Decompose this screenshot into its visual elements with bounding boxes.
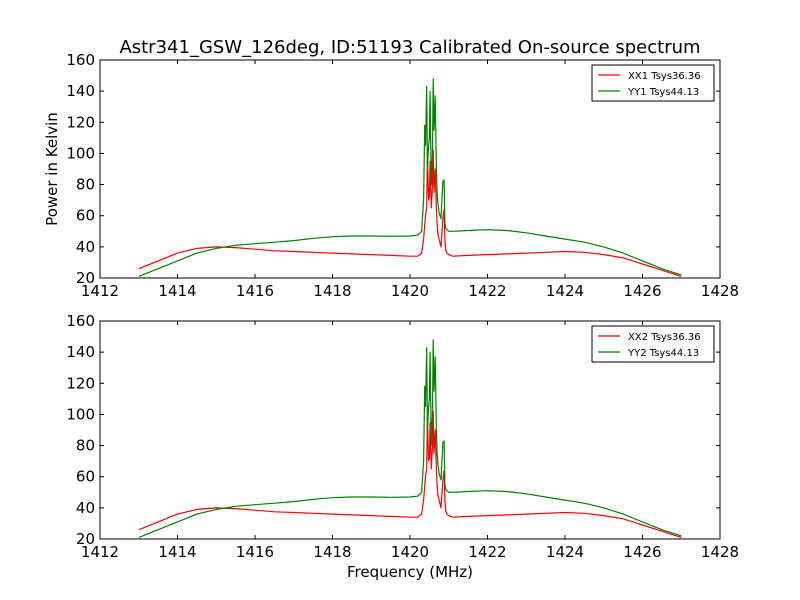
y-tick-label: 60 [76, 468, 95, 486]
legend: XX2 Tsys36.36 YY2 Tsys44.13 [591, 325, 715, 363]
legend-label: XX1 Tsys36.36 [628, 71, 701, 82]
y-tick-label: 20 [76, 530, 95, 548]
x-tick-label: 1416 [236, 282, 274, 300]
series-line-2 [138, 78, 682, 277]
y-tick-label: 60 [76, 207, 95, 225]
chart-title: Astr341_GSW_126deg, ID:51193 Calibrated … [119, 37, 700, 58]
legend-label: XX2 Tsys36.36 [628, 332, 701, 343]
y-tick-label: 40 [76, 238, 95, 256]
x-tick-label: 1414 [158, 543, 196, 561]
x-tick-label: 1424 [546, 282, 584, 300]
y-axis-label: Power in Kelvin [43, 112, 61, 226]
x-tick-label: 1414 [158, 282, 196, 300]
y-tick-label: 80 [76, 176, 95, 194]
legend-box [591, 64, 715, 102]
x-tick-label: 1422 [468, 543, 506, 561]
y-tick-label: 120 [66, 113, 95, 131]
legend: XX1 Tsys36.36 YY1 Tsys44.13 [591, 64, 715, 102]
x-tick-label: 1412 [81, 282, 119, 300]
x-tick-label: 1428 [701, 543, 739, 561]
y-tick-label: 160 [66, 312, 95, 330]
x-tick-label: 1424 [546, 543, 584, 561]
chart-panel-1: 1412 1414 1416 1418 1420 1422 1424 1426 1428 20 40… [43, 37, 739, 300]
x-tick-label: 1422 [468, 282, 506, 300]
x-tick-label: 1418 [313, 282, 351, 300]
y-tick-label: 100 [66, 144, 95, 162]
y-tick-label: 140 [66, 82, 95, 100]
y-tick-label: 40 [76, 499, 95, 517]
y-tick-label: 140 [66, 343, 95, 361]
chart-panel-2: 1412 1414 1416 1418 1420 1422 1424 1426 1428 20 40… [66, 312, 739, 581]
x-tick-label: 1420 [391, 543, 429, 561]
y-tick-label: 120 [66, 374, 95, 392]
series-line-2 [138, 339, 682, 538]
y-tick-label: 160 [66, 51, 95, 69]
y-tick-label: 100 [66, 405, 95, 423]
legend-label: YY1 Tsys44.13 [627, 87, 699, 98]
series-line-1 [138, 149, 682, 277]
legend-label: YY2 Tsys44.13 [627, 348, 699, 359]
series-line-1 [138, 410, 682, 538]
x-tick-label: 1420 [391, 282, 429, 300]
x-tick-label: 1426 [623, 543, 661, 561]
legend-box [591, 325, 715, 363]
y-tick-label: 20 [76, 269, 95, 287]
x-tick-label: 1428 [701, 282, 739, 300]
x-tick-label: 1418 [313, 543, 351, 561]
x-tick-label: 1426 [623, 282, 661, 300]
x-tick-label: 1416 [236, 543, 274, 561]
y-tick-label: 80 [76, 437, 95, 455]
x-axis-label: Frequency (MHz) [347, 563, 473, 581]
x-tick-label: 1412 [81, 543, 119, 561]
